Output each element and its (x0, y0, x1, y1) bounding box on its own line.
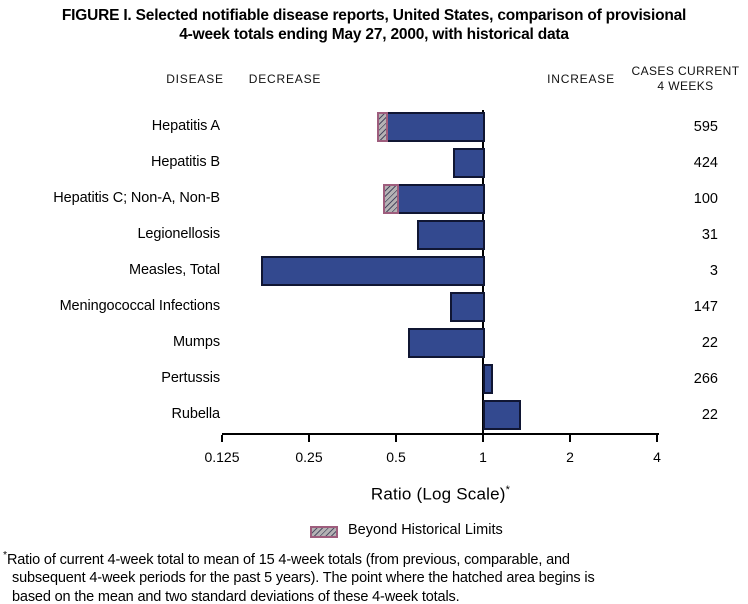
footnote-line1: *Ratio of current 4-week total to mean o… (3, 549, 570, 568)
legend-hatch-swatch (310, 526, 338, 538)
footnote-asterisk: * (3, 549, 7, 561)
beyond-limits-hatch (383, 184, 399, 214)
ratio-bar (408, 328, 485, 358)
x-axis-line (222, 433, 659, 435)
ratio-bar (450, 292, 485, 322)
figure-title: FIGURE I. Selected notifiable disease re… (0, 6, 748, 44)
figure-title-line2: 4-week totals ending May 27, 2000, with … (179, 26, 569, 43)
figure-title-line1: FIGURE I. Selected notifiable disease re… (61, 7, 687, 24)
cases-value: 100 (693, 191, 718, 207)
footnote: *Ratio of current 4-week total to mean o… (3, 546, 747, 604)
ratio-bar (417, 220, 485, 250)
column-header-cases-current: CASES CURRENT 4 WEEKS (623, 64, 748, 94)
ratio-bar (453, 148, 485, 178)
cases-value: 424 (693, 155, 718, 171)
column-header-increase: INCREASE (547, 72, 615, 86)
cases-value: 147 (693, 299, 718, 315)
cases-value: 22 (701, 407, 718, 423)
disease-label: Pertussis (161, 370, 220, 386)
cases-value: 595 (693, 119, 718, 135)
column-header-disease: DISEASE (166, 72, 224, 86)
disease-label: Measles, Total (128, 262, 220, 278)
x-axis-label-asterisk: * (505, 484, 511, 496)
footnote-line2: subsequent 4-week periods for the past 5… (12, 570, 595, 587)
disease-label: Rubella (171, 406, 221, 422)
disease-label: Hepatitis C; Non-A, Non-B (53, 190, 220, 206)
x-axis-tick-label: 0.25 (295, 449, 323, 465)
x-axis-tick-label: 4 (653, 449, 661, 465)
x-axis-tick (395, 435, 397, 442)
x-axis-tick (221, 435, 223, 442)
cases-value: 22 (701, 335, 718, 351)
ratio-bar (483, 364, 493, 394)
beyond-limits-hatch (377, 112, 388, 142)
disease-label: Mumps (172, 334, 220, 350)
x-axis-tick-label: 1 (479, 449, 487, 465)
cases-value: 3 (709, 263, 718, 279)
disease-label: Legionellosis (137, 226, 220, 242)
disease-label: Hepatitis B (150, 154, 220, 170)
cases-value: 31 (701, 227, 718, 243)
x-axis-label: Ratio (Log Scale)* (222, 484, 659, 505)
legend-label: Beyond Historical Limits (348, 522, 503, 538)
x-axis-tick (482, 435, 484, 442)
footnote-line3: based on the mean and two standard devia… (12, 588, 460, 604)
x-axis-tick (569, 435, 571, 442)
x-axis-tick-label: 2 (566, 449, 574, 465)
x-axis-tick (656, 435, 658, 442)
ratio-bar (261, 256, 485, 286)
x-axis-tick-label: 0.125 (204, 449, 240, 465)
x-axis-tick (308, 435, 310, 442)
x-axis-label-text: Ratio (Log Scale) (370, 484, 506, 504)
disease-label: Meningococcal Infections (59, 298, 221, 314)
cases-value: 266 (693, 371, 718, 387)
ratio-bar (483, 400, 521, 430)
column-header-cases-line1: CASES CURRENT (631, 64, 740, 78)
disease-label: Hepatitis A (151, 118, 220, 134)
column-header-cases-line2: 4 WEEKS (657, 79, 714, 93)
column-header-decrease: DECREASE (248, 72, 322, 86)
x-axis-tick-label: 0.5 (386, 449, 406, 465)
ratio-bar (377, 112, 485, 142)
